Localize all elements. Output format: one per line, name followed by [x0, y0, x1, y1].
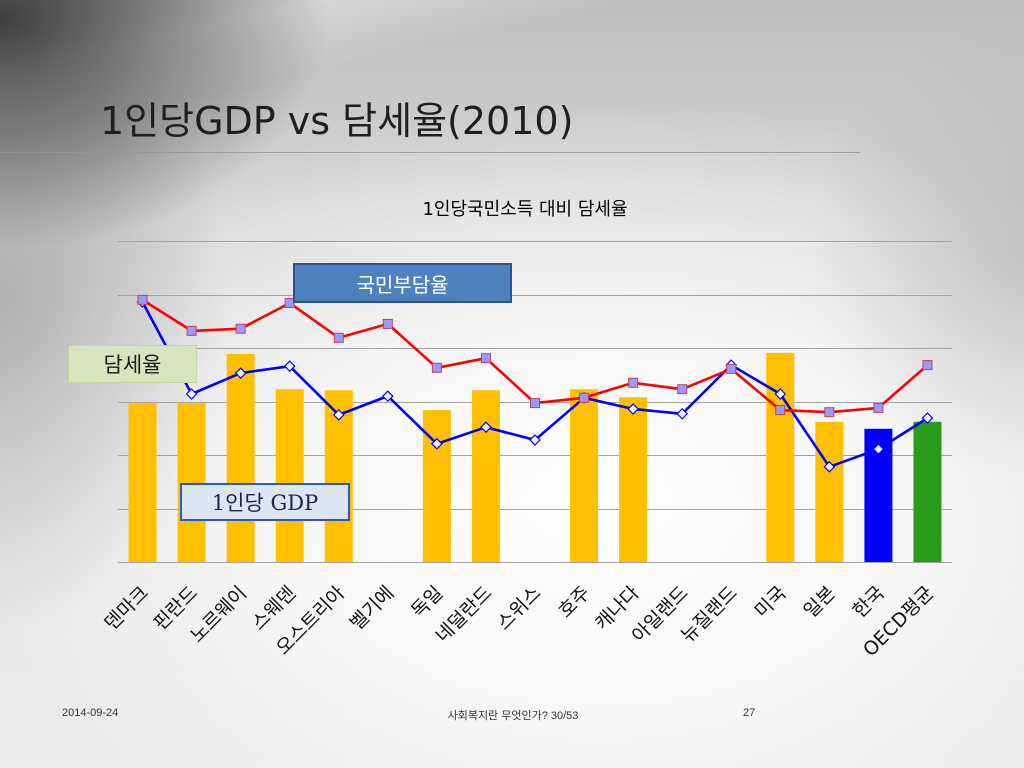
tax-burden-callout-label: 국민부담율 [356, 272, 449, 297]
tax-ratio-callout-label: 담세율 [103, 353, 162, 377]
tax-burden-marker [235, 323, 246, 334]
tax-burden-marker [530, 398, 540, 409]
tax-ratio-marker [774, 388, 787, 400]
tax-ratio-marker [283, 360, 296, 373]
tax-burden-marker [628, 377, 639, 388]
gdp-bar [471, 390, 500, 562]
chart-title: 1인당국민소득 대비 담세율 [422, 199, 627, 220]
tax-burden-callout: 국민부담율 [293, 263, 512, 303]
gdp-bar [815, 421, 844, 562]
tax-burden-line [141, 298, 929, 414]
gdp-bar [275, 389, 304, 562]
tax-ratio-marker [921, 412, 934, 424]
tax-burden-marker [284, 298, 295, 309]
tax-burden-marker [333, 332, 344, 343]
gdp-callout-label: 1인당 GDP [211, 491, 319, 515]
category-label: 벨기에 [346, 582, 399, 635]
category-label: 호주 [554, 582, 594, 622]
series-markers [136, 294, 934, 473]
category-label: 덴마크 [100, 582, 153, 635]
tax-burden-marker [873, 402, 884, 413]
tax-burden-marker [824, 407, 835, 418]
tax-burden-marker [137, 294, 148, 305]
tax-ratio-marker [234, 367, 247, 379]
tax-ratio-marker [529, 434, 541, 446]
tax-ratio-marker [872, 443, 885, 455]
tax-burden-marker [677, 384, 688, 395]
gdp-bar [177, 403, 206, 562]
tax-ratio-marker [627, 403, 639, 415]
tax-ratio-marker [185, 388, 198, 400]
gdp-callout: 1인당 GDP [180, 483, 350, 521]
tax-burden-marker [775, 405, 786, 416]
tax-ratio-marker [480, 421, 492, 434]
tax-ratio-marker [431, 437, 443, 450]
footer-title: 사회복지란 무엇인가? 30/53 [447, 710, 579, 722]
tax-ratio-callout: 담세율 [68, 345, 197, 383]
tax-burden-marker [186, 325, 197, 336]
gdp-bar [570, 389, 599, 562]
category-label: 독일 [407, 582, 447, 622]
tax-burden-marker [382, 318, 393, 329]
tax-burden-marker [726, 363, 737, 374]
gdp-bars [128, 352, 942, 562]
slide-title: 1인당GDP vs 담세율(2010) [100, 99, 574, 143]
category-label: 스위스 [493, 582, 546, 635]
tax-ratio-marker [332, 409, 345, 421]
gdp-bar [766, 352, 795, 562]
gdp-bar [226, 353, 255, 562]
gdp-bar [128, 403, 157, 562]
gdp-bar [913, 421, 942, 562]
category-label: 한국 [849, 582, 889, 622]
tax-burden-marker [922, 360, 933, 371]
footer-date: 2014-09-24 [62, 707, 119, 719]
category-label: 미국 [751, 582, 791, 622]
tax-ratio-marker [823, 460, 836, 473]
title-divider [0, 152, 860, 153]
category-label: 일본 [800, 582, 840, 622]
tax-ratio-marker [676, 407, 689, 420]
tax-burden-marker [480, 353, 491, 364]
tax-burden-marker [431, 362, 442, 373]
page-number: 27 [743, 707, 756, 719]
tax-burden-marker [579, 392, 590, 403]
tax-ratio-marker [381, 390, 394, 402]
gdp-bar [619, 397, 648, 562]
